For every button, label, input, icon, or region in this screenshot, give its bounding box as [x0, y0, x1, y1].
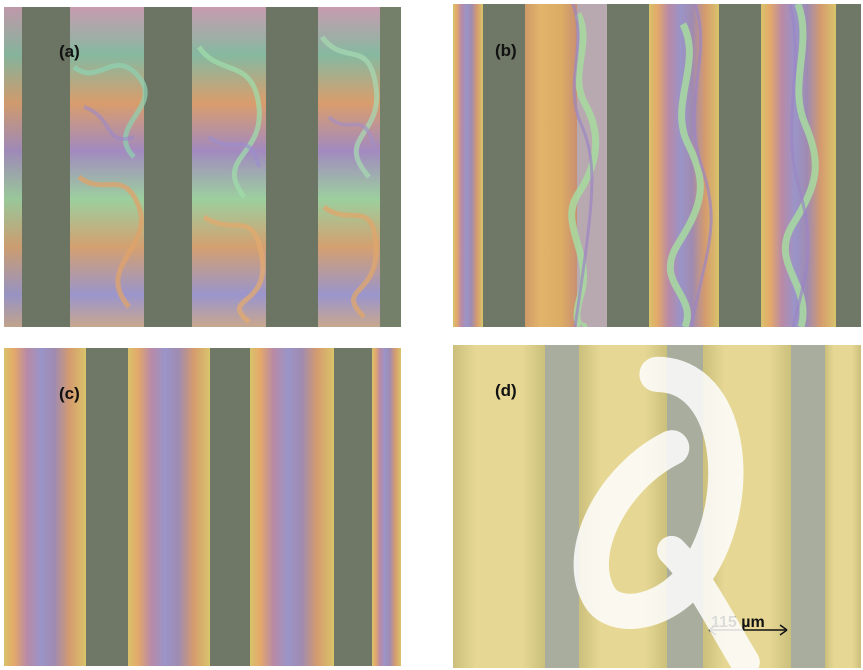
micrograph-b-image — [453, 4, 861, 327]
watermark-icon — [573, 356, 760, 668]
micrograph-a-image — [4, 7, 401, 327]
micrograph-panel-b: (b) — [453, 4, 861, 327]
micrograph-panel-d: (d) 115 µm — [453, 345, 861, 668]
panel-label-c: (c) — [59, 384, 80, 403]
micrograph-panel-a: (a) — [4, 7, 401, 327]
panel-label-a: (a) — [59, 42, 80, 61]
panel-label-d: (d) — [495, 381, 517, 400]
panel-label-b: (b) — [495, 41, 517, 60]
micrograph-c-image — [4, 348, 401, 666]
micrograph-panel-c: (c) — [4, 348, 401, 666]
